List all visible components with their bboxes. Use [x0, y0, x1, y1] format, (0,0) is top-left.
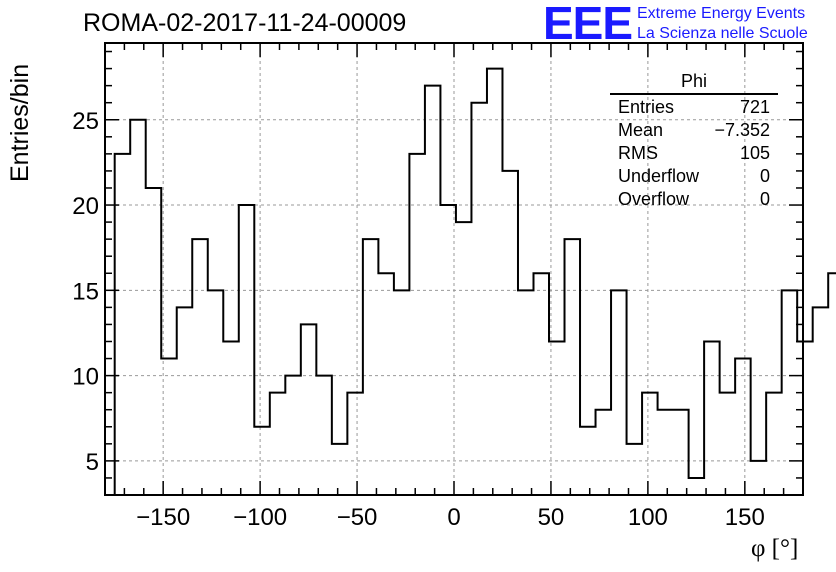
stats-label: Mean [618, 120, 664, 140]
x-tick-label: 100 [628, 504, 668, 531]
y-tick-label: 5 [86, 449, 99, 476]
stats-label: Overflow [618, 189, 690, 209]
x-tick-label: −100 [233, 504, 287, 531]
tick-labels: −150 −100 −50 0 50 100 150 5 10 15 20 25 [72, 108, 765, 531]
stats-label: Underflow [618, 166, 700, 186]
axis-ticks [104, 43, 804, 496]
x-tick-label: 0 [447, 504, 460, 531]
x-tick-label: −150 [136, 504, 190, 531]
stats-label: RMS [618, 143, 658, 163]
x-tick-label: −50 [337, 504, 378, 531]
stats-title: Phi [610, 70, 778, 95]
stats-label: Entries [618, 97, 675, 117]
y-axis-label: Entries/bin [6, 63, 34, 182]
stats-value: −7.352 [714, 120, 770, 140]
stats-row-entries: Entries 721 [610, 96, 778, 119]
stats-value: 105 [739, 143, 770, 163]
stats-row-rms: RMS 105 [610, 142, 778, 165]
stats-row-underflow: Underflow 0 [610, 165, 778, 188]
stats-value: 0 [759, 166, 770, 186]
eee-logo: EEE [543, 0, 633, 49]
stats-row-overflow: Overflow 0 [610, 188, 778, 211]
y-tick-label: 25 [72, 108, 99, 135]
stats-value: 721 [739, 97, 770, 117]
x-tick-label: 50 [538, 504, 565, 531]
x-axis-label: φ [°] [751, 535, 799, 562]
stats-value: 0 [759, 189, 770, 209]
y-tick-label: 15 [72, 278, 99, 305]
x-tick-label: 150 [725, 504, 765, 531]
y-tick-label: 20 [72, 193, 99, 220]
histogram-outline [113, 67, 836, 495]
stats-box: Phi Entries 721 Mean −7.352 RMS 105 Underfl… [610, 70, 778, 211]
logo-line-2: La Scienza nelle Scuole [637, 25, 808, 42]
logo-line-1: Extreme Energy Events [637, 5, 806, 22]
stats-row-mean: Mean −7.352 [610, 119, 778, 142]
chart-title: ROMA-02-2017-11-24-00009 [83, 9, 407, 37]
eee-logo-text: Extreme Energy Events La Scienza nelle S… [637, 4, 808, 44]
histogram-series [113, 67, 836, 495]
y-tick-label: 10 [72, 364, 99, 391]
